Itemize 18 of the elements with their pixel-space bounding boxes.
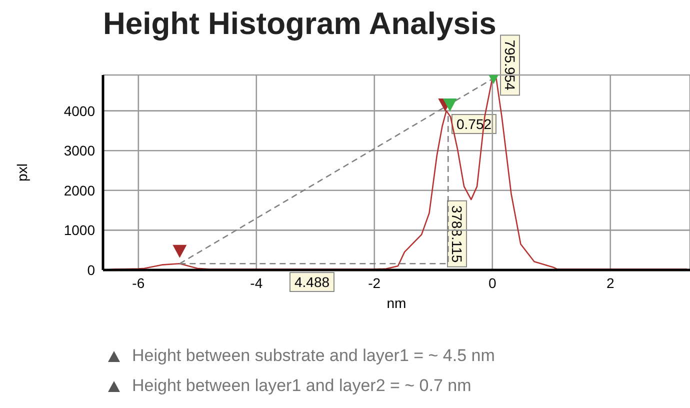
text: 4.488 <box>289 272 335 292</box>
y-axis-title: pxl <box>14 164 30 182</box>
y-tick-label: 1000 <box>64 222 96 238</box>
annotation: 3788.115 <box>447 200 467 268</box>
text: Height between layer1 and layer2 = ~ 0.7 nm <box>132 376 472 396</box>
x-tick-label: 0 <box>488 274 496 291</box>
text: Height between substrate and layer1 = ~ 4.5 nm <box>132 346 495 366</box>
y-tick-label: 0 <box>87 262 96 278</box>
y-tick-label: 4000 <box>64 102 96 119</box>
annotation: 795.954 <box>500 34 520 96</box>
chart-title: Height Histogram Analysis <box>103 6 496 42</box>
x-axis-title: nm <box>386 295 406 311</box>
x-tick-label: -6 <box>132 274 145 291</box>
y-tick-label: 3000 <box>64 142 96 159</box>
x-tick-label: -4 <box>250 274 263 291</box>
y-tick-label: 2000 <box>64 182 96 198</box>
x-tick-label: 2 <box>606 274 614 291</box>
x-tick-label: -2 <box>368 274 381 291</box>
